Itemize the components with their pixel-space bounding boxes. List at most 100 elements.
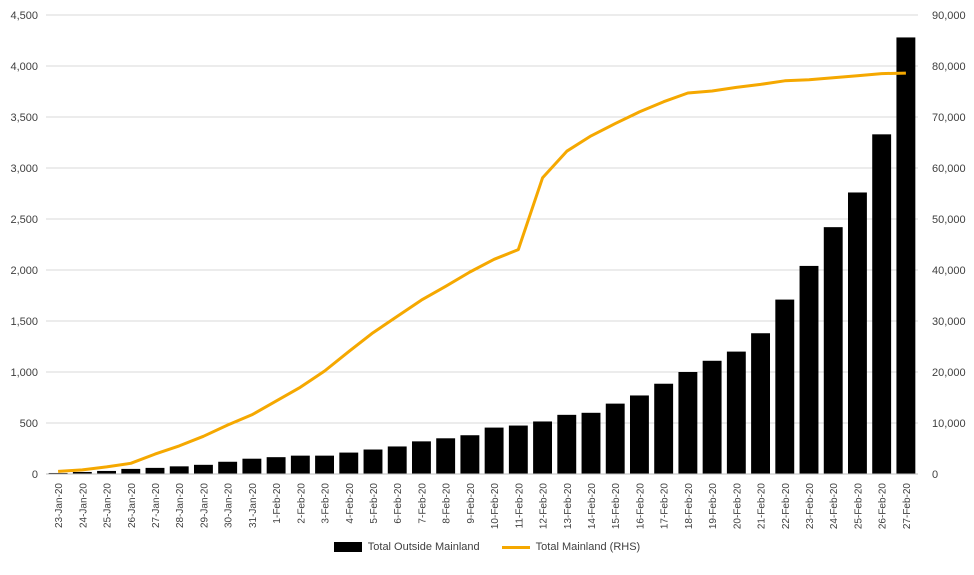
bar — [775, 299, 795, 474]
bar — [411, 441, 431, 474]
y-tick-label-left: 500 — [20, 418, 38, 430]
legend: Total Outside Mainland Total Mainland (R… — [0, 541, 974, 553]
bar — [193, 464, 213, 474]
bar — [726, 351, 746, 474]
legend-item-bar: Total Outside Mainland — [333, 541, 480, 553]
bar — [751, 333, 771, 474]
x-tick-label: 17-Feb-20 — [660, 483, 671, 530]
y-tick-label-left: 3,000 — [10, 163, 38, 175]
axes: 0 500 1,000 1,500 2,000 2,500 3,000 3,500 4,000 4… — [10, 10, 965, 529]
bar — [218, 461, 238, 474]
bar — [581, 412, 601, 474]
x-tick-label: 20-Feb-20 — [732, 483, 743, 530]
y-tick-label-right: 0 — [932, 469, 938, 481]
y-tick-label-right: 10,000 — [932, 418, 966, 430]
x-tick-label: 1-Feb-20 — [272, 483, 283, 524]
bar — [460, 435, 480, 474]
x-tick-label: 26-Jan-20 — [127, 483, 138, 528]
bar — [508, 425, 528, 474]
y-tick-label-left: 1,000 — [10, 367, 38, 379]
y-tick-label-right: 90,000 — [932, 10, 966, 22]
bar — [629, 395, 649, 474]
legend-bar-label: Total Outside Mainland — [367, 541, 480, 553]
legend-item-line: Total Mainland (RHS) — [501, 541, 641, 553]
bar — [896, 37, 916, 474]
bar — [872, 134, 892, 474]
x-tick-label: 22-Feb-20 — [781, 483, 792, 530]
y-tick-label-right: 50,000 — [932, 214, 966, 226]
x-tick-label: 27-Jan-20 — [151, 483, 162, 528]
bar — [799, 265, 819, 474]
x-tick-label: 23-Jan-20 — [54, 483, 65, 528]
y-tick-label-left: 1,500 — [10, 316, 38, 328]
x-tick-label: 15-Feb-20 — [611, 483, 622, 530]
bar — [387, 446, 407, 474]
x-tick-label: 24-Jan-20 — [78, 483, 89, 528]
bar — [145, 467, 165, 474]
bar — [290, 455, 310, 474]
bar — [678, 372, 698, 474]
x-tick-label: 2-Feb-20 — [296, 483, 307, 524]
bar — [605, 403, 625, 474]
y-tick-label-left: 2,000 — [10, 265, 38, 277]
x-tick-label: 25-Feb-20 — [853, 483, 864, 530]
x-tick-label: 27-Feb-20 — [902, 483, 913, 530]
x-tick-label: 8-Feb-20 — [442, 483, 453, 524]
bar — [533, 421, 553, 474]
bar — [702, 360, 722, 474]
x-tick-label: 9-Feb-20 — [466, 483, 477, 524]
y-tick-label-left: 4,500 — [10, 10, 38, 22]
bar — [436, 438, 456, 474]
x-tick-label: 4-Feb-20 — [345, 483, 356, 524]
bar — [97, 470, 117, 474]
y-tick-label-left: 2,500 — [10, 214, 38, 226]
series-line — [58, 71, 906, 473]
bar — [266, 457, 286, 474]
x-tick-label: 6-Feb-20 — [393, 483, 404, 524]
x-tick-label: 3-Feb-20 — [321, 483, 332, 524]
y-tick-label-right: 30,000 — [932, 316, 966, 328]
x-tick-label: 10-Feb-20 — [490, 483, 501, 530]
legend-bar-swatch — [333, 542, 362, 552]
y-tick-label-right: 20,000 — [932, 367, 966, 379]
line-series-total-mainland — [58, 71, 906, 473]
y-tick-label-left: 4,000 — [10, 61, 38, 73]
x-tick-label: 30-Jan-20 — [224, 483, 235, 528]
gridlines — [46, 14, 918, 424]
bar — [557, 414, 577, 474]
x-tick-label: 31-Jan-20 — [248, 483, 259, 528]
x-tick-label: 26-Feb-20 — [878, 483, 889, 530]
bar — [654, 383, 674, 474]
y-tick-label-left: 0 — [32, 469, 38, 481]
x-tick-label: 21-Feb-20 — [757, 483, 768, 530]
bar — [484, 427, 504, 474]
y-tick-label-right: 80,000 — [932, 61, 966, 73]
x-tick-label: 5-Feb-20 — [369, 483, 380, 524]
x-tick-label: 12-Feb-20 — [539, 483, 550, 530]
bar — [823, 227, 843, 474]
x-tick-label: 7-Feb-20 — [417, 483, 428, 524]
bar — [847, 192, 867, 475]
bar — [48, 472, 68, 474]
x-tick-label: 24-Feb-20 — [829, 483, 840, 530]
x-tick-label: 19-Feb-20 — [708, 483, 719, 530]
x-tick-label: 29-Jan-20 — [199, 483, 210, 528]
y-tick-label-right: 40,000 — [932, 265, 966, 277]
y-tick-label-right: 60,000 — [932, 163, 966, 175]
x-tick-label: 28-Jan-20 — [175, 483, 186, 528]
x-tick-label: 13-Feb-20 — [563, 483, 574, 530]
bar — [363, 449, 383, 474]
legend-line-label: Total Mainland (RHS) — [535, 541, 641, 553]
bar — [121, 468, 141, 474]
legend-line-swatch — [501, 545, 530, 549]
y-tick-label-right: 70,000 — [932, 112, 966, 124]
x-tick-label: 11-Feb-20 — [514, 483, 525, 529]
x-tick-label: 18-Feb-20 — [684, 483, 695, 530]
bar — [315, 455, 335, 474]
x-tick-label: 25-Jan-20 — [103, 483, 114, 528]
bar — [242, 458, 262, 474]
bar-series-total-outside-mainland — [48, 37, 916, 475]
bar — [169, 466, 189, 474]
